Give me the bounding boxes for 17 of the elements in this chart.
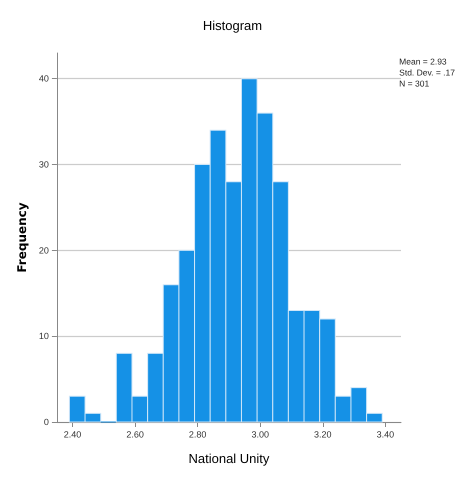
- x-tick-label: 2.80: [188, 430, 206, 440]
- y-axis-title: Frequency: [15, 202, 29, 273]
- x-tick-label: 2.60: [126, 430, 144, 440]
- y-tick-label: 30: [38, 160, 49, 170]
- annotation: Std. Dev. = .17: [399, 68, 456, 78]
- x-tick-label: 3.20: [314, 430, 332, 440]
- y-tick-label: 0: [44, 417, 49, 427]
- chart-title: Histogram: [202, 18, 262, 33]
- x-tick-label: 2.40: [64, 430, 82, 440]
- annotation: N = 301: [399, 78, 430, 88]
- x-tick-label: 3.00: [251, 430, 269, 440]
- y-tick-label: 10: [38, 331, 49, 342]
- x-axis-title: National Unity: [188, 451, 270, 466]
- annotation: Mean = 2.93: [399, 56, 447, 66]
- y-tick-label: 20: [38, 245, 49, 256]
- y-tick-label: 40: [38, 74, 49, 84]
- x-tick-label: 3.40: [376, 430, 394, 440]
